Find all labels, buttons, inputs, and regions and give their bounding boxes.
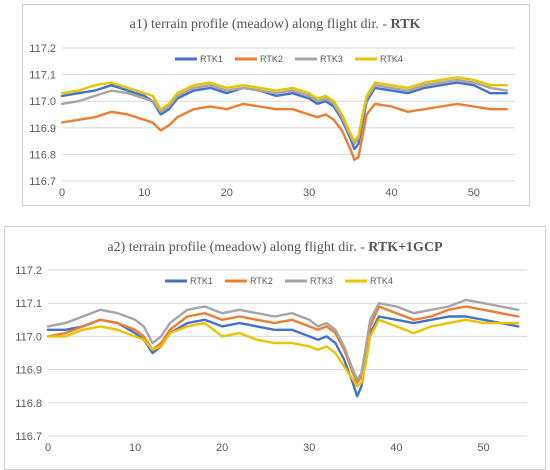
x-tick-label: 10 <box>129 442 141 454</box>
y-tick-label: 116.7 <box>15 431 42 443</box>
x-tick-label: 50 <box>477 442 489 454</box>
legend-label: RTK1 <box>190 276 213 286</box>
y-tick-label: 117.1 <box>15 298 42 310</box>
x-tick-label: 30 <box>303 187 315 199</box>
series-line-rtk4 <box>46 318 520 388</box>
x-tick-label: 40 <box>385 187 397 199</box>
x-tick-label: 30 <box>303 442 315 454</box>
x-tick-label: 50 <box>468 187 480 199</box>
series-line-rtk2 <box>46 305 520 385</box>
y-tick-label: 117.0 <box>15 331 42 343</box>
chart-title: a1) terrain profile (meadow) along fligh… <box>0 17 550 33</box>
legend-label: RTK2 <box>250 276 273 286</box>
chart-title-bold: RTK <box>390 17 421 32</box>
line-chart-a2: 117.2 117.1 117.0 116.9 116.8 116.70 10 20 30 40 5… <box>15 265 527 454</box>
series-line-rtk1 <box>46 315 520 398</box>
legend-label: RTK3 <box>320 54 343 64</box>
x-tick-label: 20 <box>221 187 233 199</box>
chart-title-text: a1) terrain profile (meadow) along fligh… <box>129 17 391 32</box>
chart-panel-a1: a1) terrain profile (meadow) along fligh… <box>0 0 550 208</box>
chart-title-text: a2) terrain profile (meadow) along fligh… <box>107 240 369 255</box>
x-tick-label: 0 <box>45 442 51 454</box>
x-tick-label: 0 <box>59 187 65 199</box>
series-line-rtk4 <box>60 76 508 143</box>
series-line-rtk3 <box>60 78 508 145</box>
y-tick-label: 116.9 <box>29 123 56 135</box>
y-tick-label: 117.0 <box>29 96 56 108</box>
series-line-rtk3 <box>46 298 520 381</box>
x-tick-label: 20 <box>216 442 228 454</box>
y-tick-label: 117.2 <box>15 265 42 277</box>
y-tick-label: 117.1 <box>29 70 56 82</box>
y-tick-label: 116.8 <box>15 398 42 410</box>
y-tick-label: 117.2 <box>29 43 56 55</box>
x-tick-label: 10 <box>138 187 150 199</box>
chart-title: a2) terrain profile (meadow) along fligh… <box>0 240 550 256</box>
chart-title-bold: RTK+1GCP <box>368 240 443 255</box>
legend-label: RTK4 <box>380 54 403 64</box>
y-tick-label: 116.9 <box>15 365 42 377</box>
series-line-rtk2 <box>60 102 508 161</box>
chart-frame <box>22 4 530 206</box>
legend-label: RTK4 <box>370 276 393 286</box>
x-tick-label: 40 <box>390 442 402 454</box>
line-chart-a1: 117.2 117.1 117.0 116.9 116.8 116.70 10 20 30 40 5… <box>29 43 515 199</box>
legend-label: RTK2 <box>260 54 283 64</box>
legend-label: RTK1 <box>200 54 223 64</box>
y-tick-label: 116.8 <box>29 149 56 161</box>
y-tick-label: 116.7 <box>29 176 56 188</box>
legend-label: RTK3 <box>310 276 333 286</box>
chart-panel-a2: a2) terrain profile (meadow) along fligh… <box>0 226 550 470</box>
